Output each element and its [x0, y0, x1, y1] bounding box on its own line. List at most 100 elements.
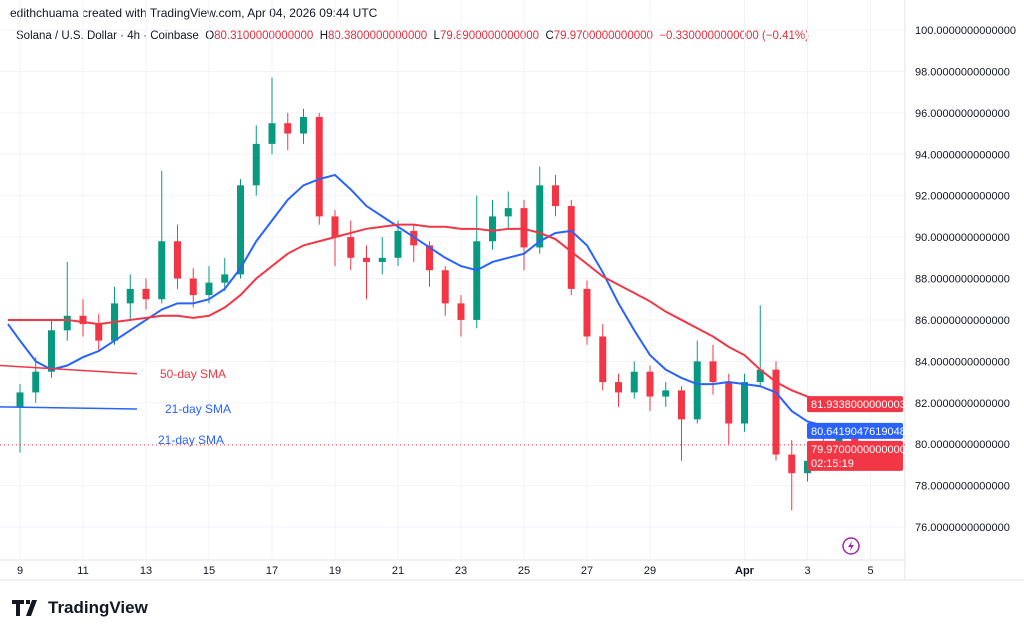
candle: [126, 274, 134, 320]
candle: [252, 125, 260, 196]
tradingview-logo[interactable]: TradingView: [12, 598, 148, 618]
y-tick-label: 86.0000000000000: [915, 315, 1010, 327]
candle: [520, 199, 528, 271]
y-tick-label: 78.0000000000000: [915, 481, 1010, 493]
candle: [205, 266, 213, 304]
candle: [662, 382, 670, 407]
candle-body: [158, 241, 166, 300]
candle-body: [788, 454, 796, 474]
low-label: L: [433, 30, 440, 42]
y-tick-label: 90.0000000000000: [915, 232, 1010, 244]
candle: [300, 108, 307, 144]
candle-body: [693, 361, 701, 420]
high-value: 80.3800000000000: [328, 30, 428, 42]
candle: [189, 268, 197, 308]
candle-body: [662, 390, 670, 397]
logo-text: TradingView: [48, 598, 148, 617]
x-tick-label: 23: [455, 565, 467, 577]
candle: [725, 373, 733, 445]
x-tick-label: 9: [17, 565, 23, 577]
candle-body: [205, 282, 213, 296]
candle: [63, 261, 71, 341]
candle-body: [95, 324, 103, 341]
x-tick-label: 13: [140, 565, 152, 577]
candle: [378, 237, 386, 275]
x-tick-label: 27: [581, 565, 593, 577]
x-tick-label: 11: [77, 565, 88, 577]
candle-body: [32, 371, 40, 393]
annotation-line: [0, 364, 138, 375]
candle-body: [48, 330, 55, 372]
candle: [536, 166, 544, 254]
high-label: H: [319, 30, 328, 42]
candle-body: [79, 315, 87, 325]
candle-body: [221, 274, 229, 283]
x-tick-label: 5: [867, 565, 873, 577]
candle: [331, 210, 339, 267]
price-tag: [807, 440, 903, 471]
sma-line-21: [7, 173, 855, 432]
symbol-legend: Solana / U.S. Dollar · 4h · Coinbase O80…: [16, 30, 809, 42]
candle: [32, 357, 40, 403]
chart-credit: edithchuama created with TradingView.com…: [10, 6, 378, 20]
candle: [16, 384, 24, 453]
candle: [315, 112, 323, 225]
candle: [489, 199, 496, 250]
candle: [95, 313, 103, 352]
candle-body: [378, 257, 386, 262]
candle: [788, 440, 796, 511]
y-tick-label: 96.0000000000000: [915, 108, 1010, 120]
lightning-icon-bolt: [848, 541, 854, 551]
x-tick-label: Apr: [735, 565, 755, 577]
lightning-icon[interactable]: [842, 537, 860, 555]
change-value: −0.3300000000000 (−0.41%): [659, 30, 809, 42]
y-tick-label: 100.0000000000000: [915, 25, 1016, 37]
candle-body: [252, 143, 260, 186]
candle-body: [646, 371, 654, 397]
annotation-label: 21-day SMA: [158, 433, 224, 447]
candle: [457, 295, 465, 337]
price-tag: [807, 422, 903, 439]
candle: [347, 220, 355, 271]
candle-body: [630, 371, 638, 393]
candle-body: [552, 185, 559, 207]
candle: [284, 112, 292, 151]
y-tick-label: 76.0000000000000: [915, 522, 1010, 534]
candle-body: [504, 208, 512, 217]
close-value: 79.9700000000000: [553, 30, 653, 42]
candle: [158, 170, 166, 304]
candle-body: [331, 216, 339, 238]
candle-body: [567, 206, 575, 289]
candle: [709, 344, 717, 395]
candle-body: [268, 123, 276, 144]
candle-body: [536, 185, 544, 248]
x-tick-label: 17: [266, 565, 278, 577]
symbol-name[interactable]: Solana / U.S. Dollar · 4h · Coinbase: [16, 30, 199, 42]
tradingview-logo-icon: [12, 600, 37, 616]
candle: [567, 199, 575, 296]
x-tick-label: 21: [392, 565, 404, 577]
candle-body: [174, 241, 181, 279]
candle: [79, 299, 87, 337]
candle-body: [63, 315, 71, 331]
x-tick-label: 3: [804, 565, 810, 577]
candle-body: [347, 237, 355, 258]
candle: [741, 373, 748, 432]
price-tag-label: 81.9338000000003: [811, 399, 906, 411]
candle-body: [709, 361, 717, 383]
y-tick-label: 88.0000000000000: [915, 274, 1010, 286]
candle-body: [363, 257, 370, 262]
y-tick-label: 82.0000000000000: [915, 398, 1010, 410]
candle-body: [441, 270, 449, 304]
countdown-label: 02:15:19: [811, 458, 854, 470]
candle-body: [300, 116, 307, 134]
y-tick-label: 92.0000000000000: [915, 191, 1010, 203]
candle-body: [457, 303, 465, 320]
y-tick-label: 98.0000000000000: [915, 66, 1010, 78]
candle: [678, 386, 685, 461]
candle: [111, 286, 118, 345]
candle: [441, 266, 449, 316]
candle: [237, 179, 244, 279]
candle-body: [315, 116, 323, 217]
